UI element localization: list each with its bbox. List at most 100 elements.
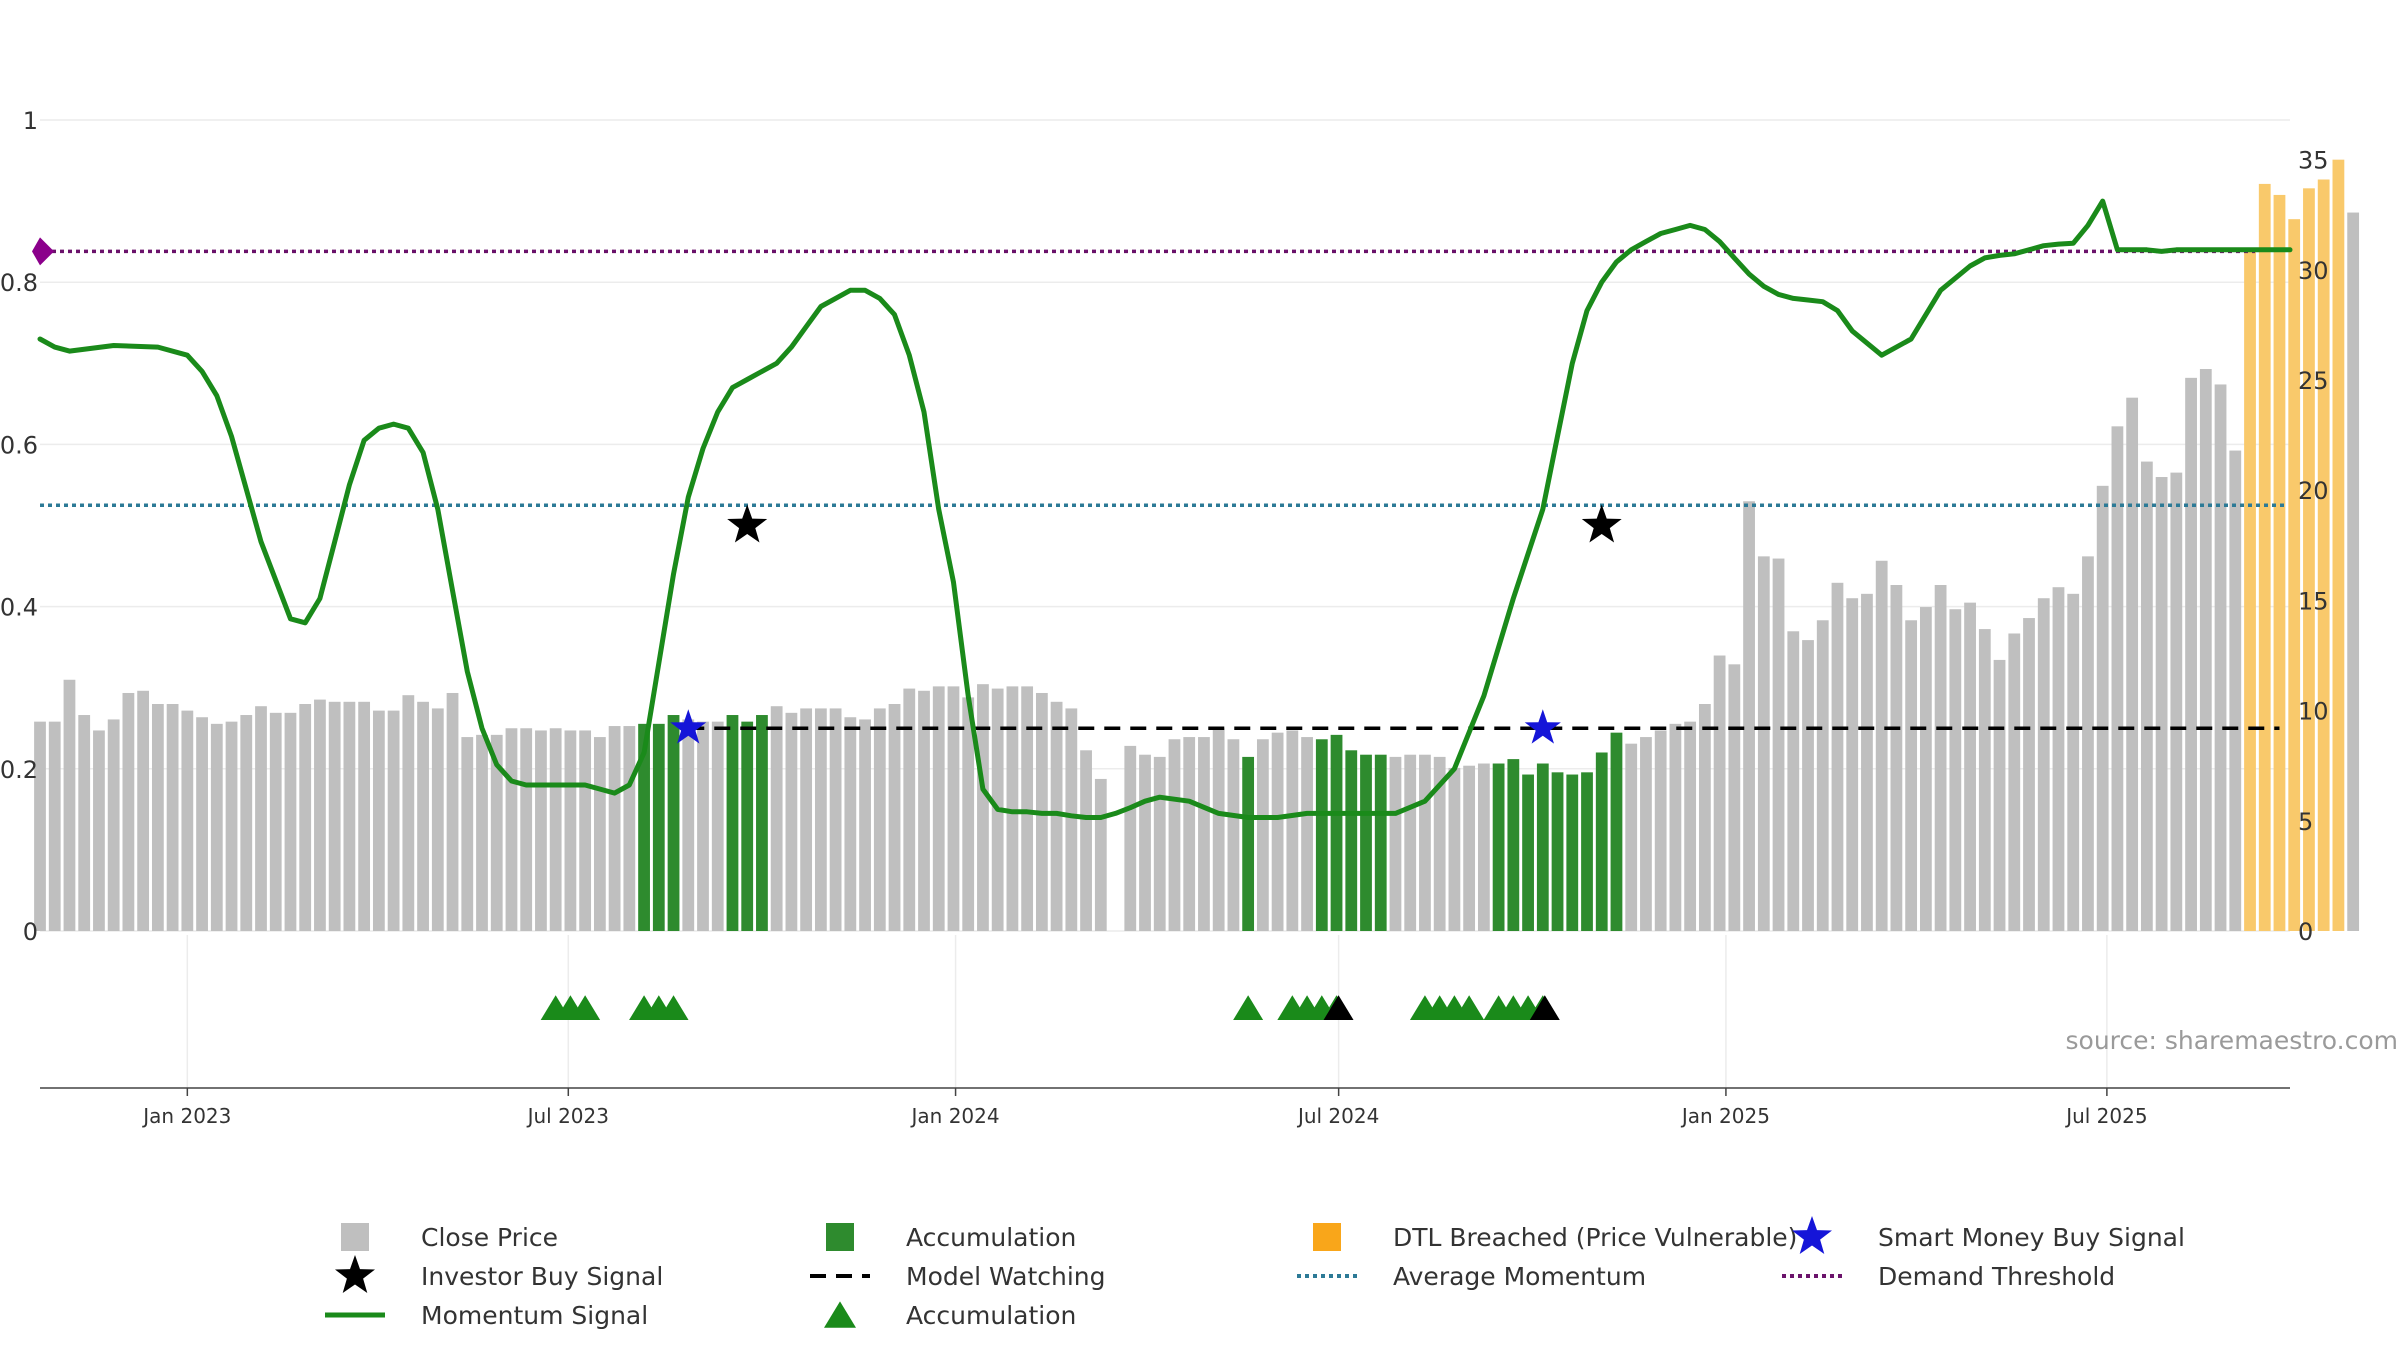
- close-price-bar: [1831, 582, 1844, 931]
- close-price-bar: [372, 710, 385, 931]
- accumulation-bar: [1374, 754, 1387, 931]
- close-price-bar: [1964, 602, 1976, 931]
- close-price-bar: [2170, 472, 2183, 931]
- dtl-breached-bar: [2288, 219, 2301, 931]
- close-price-bar: [1006, 686, 1019, 931]
- close-price-bar: [210, 723, 223, 931]
- close-price-bar: [2347, 212, 2360, 931]
- legend-item: Close Price: [341, 1223, 558, 1252]
- legend-item: DTL Breached (Price Vulnerable): [1313, 1223, 1797, 1252]
- x-tick-label: Jan 2023: [141, 1104, 231, 1128]
- close-price-bar: [800, 708, 813, 931]
- close-price-bar: [564, 730, 577, 931]
- accumulation-bar: [1345, 750, 1358, 931]
- close-price-bar: [461, 737, 474, 931]
- close-price-bar: [2096, 485, 2109, 931]
- accumulation-triangle: [1454, 995, 1485, 1020]
- right-tick-label: 20: [2298, 477, 2329, 505]
- close-price-bar: [947, 686, 960, 931]
- accumulation-bar: [638, 723, 650, 931]
- close-price-bar: [2037, 598, 2050, 931]
- legend-star-icon: [1792, 1216, 1832, 1254]
- close-price-bar: [151, 704, 164, 931]
- close-price-bar: [343, 701, 356, 931]
- close-price-bar: [181, 710, 194, 931]
- dtl-breached-bar: [2273, 194, 2286, 932]
- legend-label: Model Watching: [906, 1262, 1106, 1291]
- accumulation-bar: [1581, 772, 1593, 931]
- dtl-breached-bar: [2244, 247, 2256, 931]
- legend-label: Momentum Signal: [421, 1301, 648, 1330]
- accumulation-bar: [1360, 754, 1372, 931]
- accumulation-bar: [1315, 739, 1328, 931]
- close-price-bar: [1301, 737, 1313, 931]
- accumulation-bar: [741, 721, 754, 931]
- close-price-bar: [122, 692, 135, 931]
- smart-money-buy-signal-star: [670, 709, 707, 744]
- close-price-bar: [1890, 585, 1903, 931]
- right-tick-label: 10: [2298, 698, 2329, 726]
- close-price-bar: [932, 686, 945, 931]
- close-price-bar: [608, 726, 621, 931]
- accumulation-triangle-black: [1529, 995, 1560, 1020]
- close-price-bar: [1934, 585, 1947, 931]
- close-price-bar: [1875, 560, 1888, 931]
- close-price-bar: [48, 721, 61, 931]
- close-price-bar: [1787, 631, 1800, 931]
- close-price-bar: [1463, 765, 1476, 931]
- left-tick-label: 0.8: [0, 269, 38, 297]
- legend-item: Investor Buy Signal: [335, 1255, 663, 1293]
- close-price-bar: [240, 715, 253, 931]
- accumulation-bar: [1492, 763, 1505, 931]
- close-price-bar: [2111, 426, 2124, 931]
- close-price-bar: [2067, 593, 2080, 931]
- accumulation-bar: [1566, 774, 1579, 931]
- accumulation-bar: [756, 715, 768, 931]
- close-price-bar: [1153, 756, 1166, 931]
- demand-threshold-marker: [32, 237, 54, 266]
- close-price-bar: [1404, 754, 1417, 931]
- legend: Close Price Accumulation DTL Breached (Pri…: [325, 1216, 2185, 1330]
- close-price-bar: [1212, 728, 1225, 931]
- momentum-signal-line: [37, 198, 2293, 820]
- close-price-bar: [2229, 450, 2242, 931]
- close-price-bar: [1168, 739, 1181, 931]
- close-price-bar: [166, 704, 179, 931]
- close-price-bar: [314, 699, 326, 931]
- close-price-bar: [2023, 618, 2035, 931]
- close-price-bar: [1728, 664, 1741, 931]
- close-price-bar: [1993, 659, 2006, 931]
- accumulation-bar: [652, 723, 665, 931]
- close-price-bar: [490, 734, 503, 931]
- close-price-bar: [402, 695, 415, 931]
- close-price-bar: [1757, 556, 1770, 931]
- close-price-bar: [711, 721, 724, 931]
- close-price-bar: [535, 730, 547, 931]
- x-tick-label: Jan 2024: [910, 1104, 1000, 1128]
- close-price-bar: [196, 717, 208, 931]
- close-price-bars: [34, 159, 2360, 932]
- right-tick-label: 15: [2298, 587, 2329, 615]
- close-price-bar: [697, 721, 709, 931]
- left-tick-label: 0.6: [0, 431, 38, 459]
- axes: Jan 2023 Jul 2023 Jan 2024 Jul 2024 Jan 2025…: [0, 107, 2329, 1128]
- close-price-bar: [2185, 377, 2197, 932]
- dtl-breached-bar: [2317, 179, 2330, 932]
- legend-item: Momentum Signal: [325, 1301, 648, 1330]
- close-price-bar: [1124, 745, 1137, 931]
- close-price-bar: [299, 704, 312, 931]
- legend-label: Close Price: [421, 1223, 558, 1252]
- close-price-bar: [1094, 778, 1107, 931]
- close-price-bar: [1625, 743, 1638, 931]
- accumulation-bar: [1507, 759, 1520, 931]
- accumulation-bar: [1610, 732, 1623, 931]
- grid: [40, 119, 2290, 1088]
- legend-triangle-icon: [824, 1301, 856, 1328]
- close-price-bar: [2214, 384, 2227, 931]
- legend-item: Model Watching: [810, 1262, 1106, 1291]
- right-tick-label: 0: [2298, 918, 2313, 946]
- close-price-bar: [446, 692, 459, 931]
- close-price-bar: [1743, 501, 1755, 931]
